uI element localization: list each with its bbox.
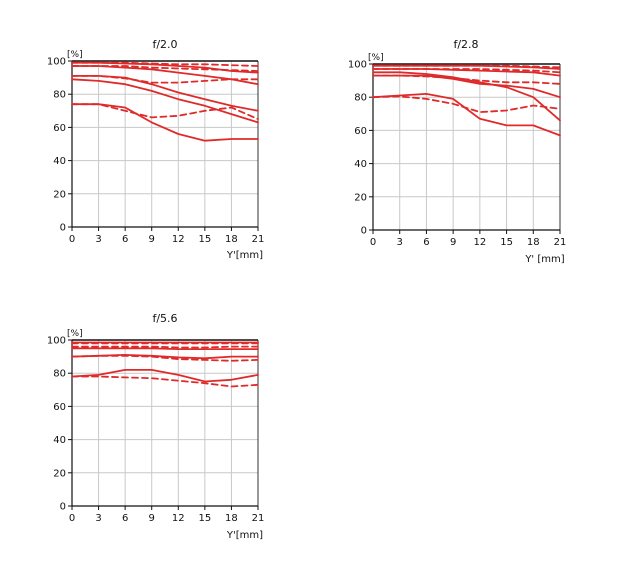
series-line-7	[372, 93, 561, 137]
x-tick-label: 21	[252, 513, 265, 524]
chart-title: f/5.6	[152, 312, 177, 325]
series-line-9	[372, 71, 561, 122]
x-tick-label: 12	[172, 234, 185, 245]
y-tick-label: 20	[53, 468, 66, 479]
y-tick-label: 80	[53, 369, 66, 380]
series-line-6	[71, 75, 259, 84]
y-tick-label: 20	[53, 189, 66, 200]
y-tick-label: 60	[53, 402, 66, 413]
x-tick-label: 6	[423, 237, 429, 248]
x-axis-label: Y'[mm]	[226, 250, 263, 261]
y-tick-label: 40	[53, 435, 66, 446]
series-line-7	[71, 369, 259, 383]
y-tick-label: 40	[53, 156, 66, 167]
x-axis-label: Y' [mm]	[524, 254, 564, 265]
x-tick-label: 15	[198, 513, 211, 524]
y-tick-label: 60	[53, 123, 66, 134]
x-tick-label: 0	[69, 234, 75, 245]
x-axis-label: Y'[mm]	[226, 530, 263, 541]
x-tick-label: 21	[554, 237, 567, 248]
series-line-7	[71, 103, 259, 142]
x-tick-label: 18	[225, 234, 238, 245]
series-line-9	[71, 78, 259, 124]
x-tick-label: 18	[225, 513, 238, 524]
x-tick-label: 6	[122, 234, 128, 245]
y-tick-label: 0	[361, 226, 367, 237]
x-tick-label: 12	[473, 237, 486, 248]
series-line-6	[71, 354, 259, 362]
y-tick-label: 40	[354, 159, 367, 170]
y-tick-label: 100	[348, 60, 367, 71]
series-line-4	[71, 65, 259, 72]
x-tick-label: 15	[500, 237, 513, 248]
x-tick-label: 3	[397, 237, 403, 248]
series-line-4	[71, 345, 259, 349]
series-line-3	[71, 347, 259, 350]
y-tick-label: 100	[47, 57, 66, 68]
chart-title: f/2.8	[453, 38, 478, 51]
y-tick-label: 0	[60, 223, 66, 234]
chart-panel-2: 0 20 40 60 80 100 0 3 6 9 12 15 18 21 f/2.8 [%] Y' [mm]	[348, 38, 566, 265]
y-tick-label: 60	[354, 126, 367, 137]
y-axis-label: [%]	[67, 329, 83, 339]
x-tick-label: 12	[172, 513, 185, 524]
x-tick-label: 0	[370, 237, 376, 248]
chart-panel-3: 0 20 40 60 80 100 0 3 6 9 12 15 18 21 f/5.6 [%] Y'[mm]	[47, 312, 264, 541]
series-line-4	[372, 68, 561, 74]
series-line-8	[71, 103, 259, 120]
y-tick-label: 80	[354, 93, 367, 104]
y-axis-label: [%]	[368, 53, 384, 63]
chart-panel-1: 0 20 40 60 80 100 0 3 6 9 12 15 18 21 f/2.0 [%] Y'[mm]	[47, 38, 264, 261]
series-line-2	[71, 61, 259, 67]
x-tick-label: 9	[450, 237, 456, 248]
x-tick-label: 3	[95, 513, 101, 524]
x-tick-label: 18	[527, 237, 540, 248]
y-tick-label: 0	[60, 502, 66, 513]
x-tick-label: 15	[198, 234, 211, 245]
x-tick-label: 3	[95, 234, 101, 245]
x-tick-label: 21	[252, 234, 265, 245]
x-tick-label: 9	[149, 513, 155, 524]
y-tick-label: 80	[53, 90, 66, 101]
chart-title: f/2.0	[152, 38, 177, 51]
x-tick-label: 0	[69, 513, 75, 524]
y-tick-label: 100	[47, 336, 66, 347]
x-tick-label: 9	[149, 234, 155, 245]
x-tick-label: 6	[122, 513, 128, 524]
series-line-8	[71, 375, 259, 388]
y-axis-label: [%]	[67, 50, 83, 60]
y-tick-label: 20	[354, 192, 367, 203]
series-line-8	[372, 95, 561, 113]
series-line-2	[372, 64, 561, 69]
